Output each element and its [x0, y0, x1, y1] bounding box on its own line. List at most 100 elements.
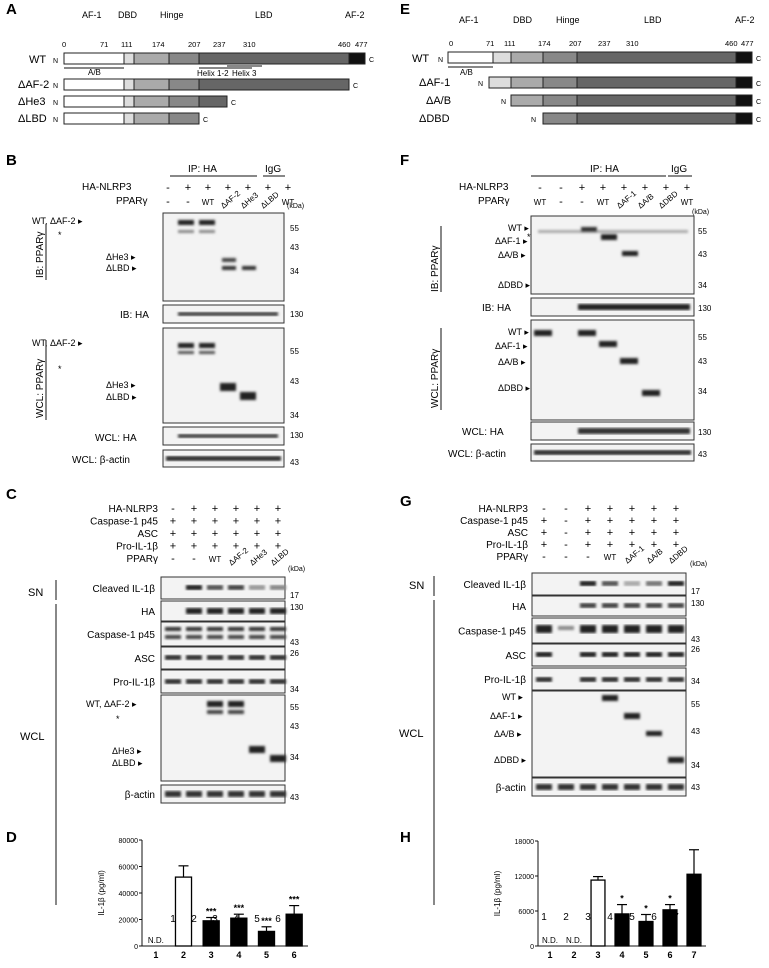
mw-55: 55: [698, 333, 707, 342]
band: [249, 585, 265, 590]
band: [186, 655, 202, 660]
lane-value: +: [541, 527, 547, 539]
lane-value: +: [607, 503, 613, 515]
bar-lbd: [576, 76, 737, 89]
bar-ab: [492, 51, 512, 64]
band: [207, 655, 223, 660]
lane-value: +: [673, 503, 679, 515]
mw-marker: 17: [290, 591, 299, 600]
mw-marker: 43: [691, 783, 700, 792]
lane-value: +: [170, 516, 176, 528]
lane-value: -: [559, 196, 563, 208]
lane-value: +: [607, 539, 613, 551]
mw-marker: 43: [691, 635, 700, 644]
band: [646, 652, 662, 657]
band-star: *: [58, 230, 62, 240]
lane-number: 2: [563, 912, 569, 923]
lane-value: -: [564, 539, 568, 551]
y-tick-label: 6000: [518, 909, 534, 916]
band: [270, 755, 286, 762]
bar-lbd: [576, 94, 737, 107]
condition-label: Caspase-1 p45: [460, 516, 528, 527]
pos-237: 237: [213, 40, 226, 49]
bar-hinge: [542, 51, 578, 64]
n-terminus: N: [531, 117, 536, 124]
nd-label: N.D.: [542, 936, 558, 945]
band: [536, 677, 552, 682]
band: [646, 625, 662, 633]
construct-wt: WT: [412, 53, 429, 65]
blot-bands: [207, 701, 286, 762]
band-label-wt: WT, ΔAF-2 ▸: [86, 699, 137, 709]
domain-af1-label: AF-1: [459, 15, 479, 25]
blot-label: β-actin: [496, 783, 526, 794]
label-ib-ppar: IB: PPARγ: [430, 246, 441, 293]
band: [228, 585, 244, 590]
band: [580, 581, 596, 586]
y-axis-label: IL-1β (pg/ml): [97, 870, 106, 916]
band-label-af1: ΔAF-1 ▸: [495, 341, 528, 351]
lane-value: +: [629, 539, 635, 551]
ab-label: A/B: [460, 68, 473, 77]
y-tick-label: 0: [134, 944, 138, 951]
bar: [230, 917, 248, 947]
lane-value: WT: [604, 553, 617, 562]
bar-dbd: [133, 112, 170, 125]
band: [270, 585, 286, 590]
lane-value: +: [275, 516, 281, 528]
row-ppar: PPARγ: [478, 196, 510, 207]
blot-bands: [602, 695, 684, 763]
x-tick-label: 6: [292, 950, 297, 960]
lane-value: +: [191, 541, 197, 553]
band-star: *: [527, 232, 531, 242]
band: [165, 635, 181, 639]
lane-number: 2: [191, 914, 197, 925]
domain-lbd-label: LBD: [644, 15, 662, 25]
lane-value: -: [166, 182, 170, 194]
bar-af2: [735, 51, 753, 64]
band-label-dbd: ΔDBD ▸: [494, 755, 527, 765]
pos-174: 174: [538, 39, 551, 48]
mw-43: 43: [698, 250, 707, 259]
pos-310: 310: [243, 40, 256, 49]
lane-value: +: [233, 541, 239, 553]
lane-value: +: [541, 539, 547, 551]
lane-value: -: [564, 503, 568, 515]
band: [270, 608, 286, 614]
bar-dbd-a: [123, 78, 135, 91]
blot: [160, 694, 286, 782]
lane-value: +: [212, 503, 218, 515]
blot-label: ASC: [505, 651, 526, 662]
mw-43: 43: [290, 458, 299, 467]
blot-bands: [165, 791, 286, 797]
lane-value: -: [586, 551, 590, 563]
band: [186, 635, 202, 639]
band: [165, 791, 181, 797]
bar: [202, 920, 220, 947]
band-label-lbd: ΔLBD ▸: [106, 392, 137, 402]
construct-wt: WT: [29, 54, 46, 66]
bar-lbd: [198, 78, 350, 91]
band-label-ab: ΔA/B ▸: [498, 250, 526, 260]
bar-ab: [488, 76, 512, 89]
condition-label: HA-NLRP3: [479, 504, 529, 515]
lane-value: -: [564, 527, 568, 539]
mw-55: 55: [698, 227, 707, 236]
bar-hinge: [168, 52, 200, 65]
pos-460: 460: [338, 40, 351, 49]
lane-number: 4: [607, 912, 613, 923]
band: [602, 695, 618, 701]
mw-43: 43: [290, 377, 299, 386]
band: [642, 390, 660, 396]
y-tick-label: 80000: [119, 838, 139, 845]
x-tick-label: 4: [236, 950, 241, 960]
mw-marker: 34: [290, 685, 299, 694]
x-tick-label: 4: [619, 950, 624, 960]
blot-bands: [165, 655, 286, 660]
bar-dbd: [133, 52, 170, 65]
lane-value: -: [166, 196, 170, 208]
band: [228, 635, 244, 639]
blot: [160, 621, 286, 647]
x-tick-label: 2: [181, 950, 186, 960]
mw-34: 34: [290, 411, 299, 420]
